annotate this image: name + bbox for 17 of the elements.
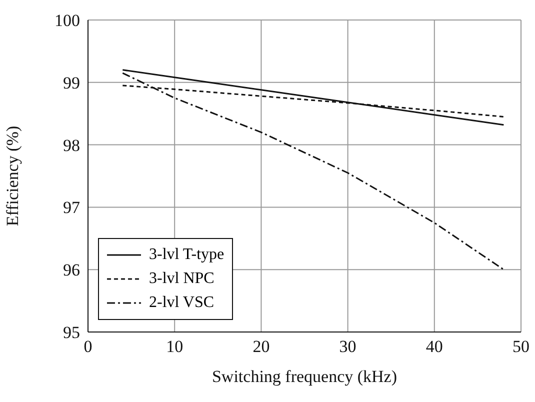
y-tick-label: 99 bbox=[63, 73, 80, 92]
legend-label: 3-lvl T-type bbox=[149, 246, 224, 264]
legend-label: 2-lvl VSC bbox=[149, 294, 214, 312]
x-axis-title: Switching frequency (kHz) bbox=[212, 367, 398, 386]
y-tick-label: 96 bbox=[63, 260, 80, 280]
x-tick-label: 0 bbox=[84, 337, 92, 356]
y-tick-label: 97 bbox=[63, 198, 80, 218]
x-tick-label: 30 bbox=[339, 337, 356, 356]
x-tick-label: 20 bbox=[252, 337, 270, 356]
y-tick-label: 95 bbox=[63, 323, 80, 342]
y-tick-label: 98 bbox=[63, 136, 80, 155]
y-tick-label: 100 bbox=[54, 11, 80, 30]
legend-label: 3-lvl NPC bbox=[149, 270, 214, 288]
x-tick-label: 40 bbox=[426, 337, 443, 356]
y-axis-title: Efficiency (%) bbox=[3, 126, 22, 226]
x-tick-label: 10 bbox=[166, 337, 184, 356]
x-tick-label: 50 bbox=[512, 337, 530, 356]
